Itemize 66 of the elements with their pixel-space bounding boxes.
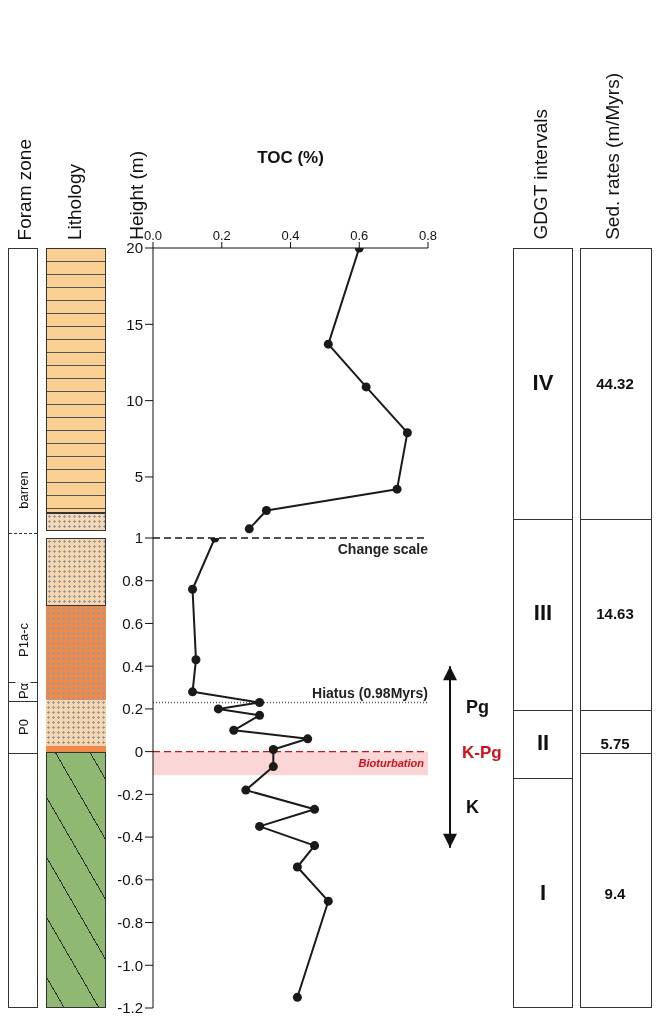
text: Foram zone [14, 138, 36, 240]
text: P1a-c [15, 622, 31, 658]
text: 9.4 [604, 884, 626, 902]
y-tick-label: 0 [134, 742, 143, 760]
x-tick-label: 0.4 [281, 228, 300, 243]
y-tick-label: 0.4 [122, 657, 143, 675]
point [213, 704, 223, 714]
text: 5.75 [600, 734, 630, 752]
point [255, 821, 265, 831]
point [402, 428, 412, 438]
y-tick-label: -1.0 [117, 956, 143, 974]
x-tick-label: 0.2 [212, 228, 231, 243]
point [310, 841, 320, 851]
text: 44.32 [596, 374, 634, 392]
point [361, 382, 371, 392]
ref-line-label: Change scale [337, 541, 429, 557]
y-tick-label: 10 [126, 391, 143, 409]
y-tick-label: -0.8 [117, 913, 143, 931]
point [268, 762, 278, 772]
point [268, 744, 278, 755]
y-tick-label: 15 [126, 315, 143, 333]
point [261, 506, 271, 516]
x-axis-title: TOC (%) [256, 148, 325, 168]
text: I [539, 880, 547, 906]
point [188, 584, 198, 594]
point [229, 725, 239, 735]
text: Lithology [64, 163, 86, 240]
y-tick-label: -0.6 [117, 871, 143, 889]
y-tick-label: -1.2 [117, 999, 143, 1017]
ref-line-label: K-Pg [462, 742, 502, 762]
y-tick-label: 0.8 [122, 572, 143, 590]
text: P0 [15, 718, 31, 736]
text: K [466, 796, 479, 817]
y-tick-label: 20 [126, 239, 143, 257]
y-tick-label: 1 [134, 529, 143, 547]
text: Sed. rates (m/Myrs) [602, 73, 624, 240]
point [323, 896, 333, 906]
ref-line-label: Hiatus (0.98Myrs) [312, 684, 428, 701]
point [292, 862, 302, 872]
point [392, 484, 402, 494]
point [303, 734, 313, 744]
text: 14.63 [596, 604, 634, 622]
band-label: Bioturbation [358, 757, 425, 770]
point [255, 710, 265, 720]
text: IV [532, 370, 554, 396]
y-tick-label: -0.2 [117, 785, 143, 803]
text: GDGT intervals [530, 109, 552, 240]
point [188, 687, 198, 697]
point [244, 524, 254, 534]
point [310, 804, 320, 814]
point [191, 655, 201, 665]
text: II [536, 730, 550, 756]
point [255, 697, 265, 708]
text: Pα [15, 681, 31, 701]
point [241, 785, 251, 795]
y-tick-label: 5 [134, 468, 143, 486]
point [323, 339, 333, 349]
text: III [533, 600, 553, 626]
text: Pg [466, 696, 490, 717]
x-tick-label: 0.6 [350, 228, 369, 243]
y-tick-label: -0.4 [117, 828, 143, 846]
y-tick-label: 0.6 [122, 614, 143, 632]
text: barren [15, 470, 31, 510]
y-tick-label: 0.2 [122, 700, 143, 718]
point [292, 992, 302, 1002]
x-tick-label: 0.8 [418, 228, 438, 243]
